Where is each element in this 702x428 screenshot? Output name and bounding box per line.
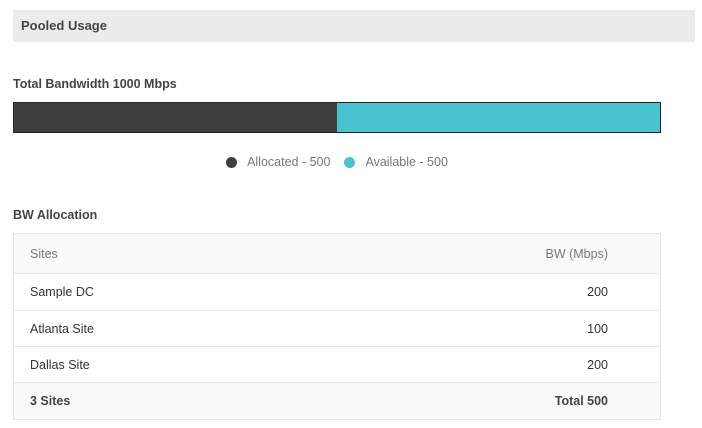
site-name: Atlanta Site	[30, 321, 94, 336]
footer-site-count: 3 Sites	[30, 394, 71, 408]
site-bw: 200	[587, 285, 608, 299]
allocated-dot-icon	[226, 156, 238, 168]
total-bandwidth-title: Total Bandwidth 1000 Mbps	[13, 77, 177, 91]
site-name: Dallas Site	[30, 357, 90, 372]
bandwidth-legend: Allocated - 500 Available - 500	[0, 155, 674, 169]
bar-segment-allocated	[14, 103, 337, 132]
bar-segment-available	[337, 103, 660, 132]
table-row: Atlanta Site 100	[14, 310, 660, 346]
available-dot-icon	[344, 156, 356, 168]
bandwidth-usage-bar	[13, 102, 661, 133]
legend-item-allocated: Allocated - 500	[226, 155, 330, 169]
table-row: Sample DC 200	[14, 273, 660, 310]
legend-label-available: Available - 500	[365, 155, 448, 169]
legend-item-available: Available - 500	[344, 155, 448, 169]
column-header-bw: BW (Mbps)	[545, 246, 609, 261]
bw-allocation-table: Sites BW (Mbps) Sample DC 200 Atlanta Si…	[13, 233, 661, 420]
table-row: Dallas Site 200	[14, 346, 660, 382]
table-header-row: Sites BW (Mbps)	[14, 234, 660, 273]
legend-label-allocated: Allocated - 500	[247, 155, 331, 169]
pooled-usage-header: Pooled Usage	[13, 10, 695, 42]
section-title: Pooled Usage	[21, 18, 107, 33]
site-bw: 100	[587, 321, 608, 336]
table-footer-row: 3 Sites Total 500	[14, 382, 660, 419]
column-header-sites: Sites	[30, 246, 58, 261]
site-bw: 200	[587, 357, 608, 372]
footer-total: Total 500	[554, 394, 608, 408]
bw-allocation-title: BW Allocation	[13, 208, 98, 222]
site-name: Sample DC	[30, 285, 94, 299]
